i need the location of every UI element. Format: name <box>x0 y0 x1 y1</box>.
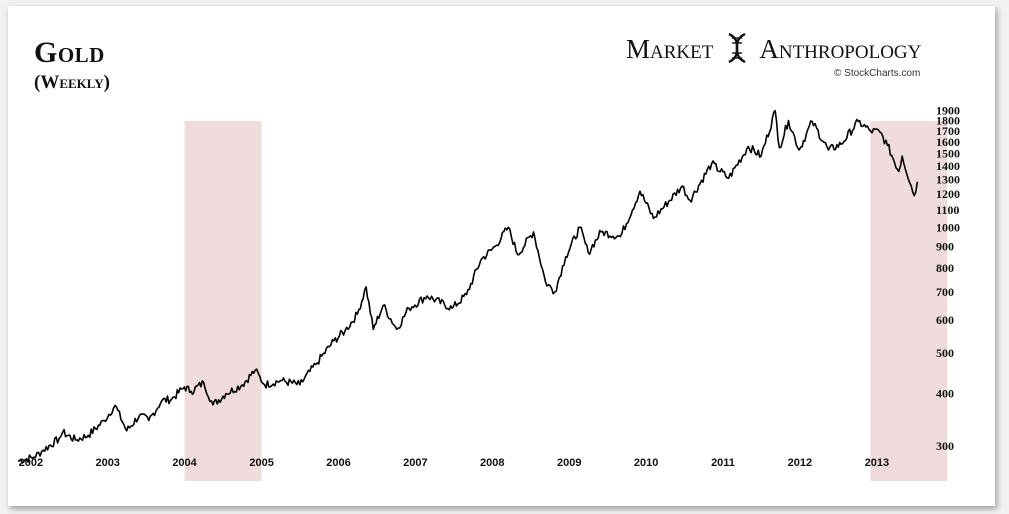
y-tick-label: 1500 <box>936 147 960 161</box>
chart-subtitle: (Weekly) <box>34 72 110 93</box>
x-tick-label: 2008 <box>480 457 504 469</box>
x-axis-labels: 2002 2003 2004 2005 2006 2007 2008 2009 2010 2011… <box>19 457 890 469</box>
brand-logo: Market Anthropology <box>626 32 921 65</box>
y-tick-label: 900 <box>936 239 954 253</box>
x-tick-label: 2004 <box>172 457 197 469</box>
y-tick-label: 1200 <box>936 187 960 201</box>
brand-right-text: Anthropology <box>759 34 922 64</box>
x-tick-label: 2002 <box>19 457 43 469</box>
y-tick-label: 1300 <box>936 173 960 187</box>
chart-frame: 1900 1800 1700 1600 1500 1400 1300 1200 1100 1000… <box>8 6 995 506</box>
y-tick-label: 1600 <box>936 135 960 149</box>
x-tick-label: 2012 <box>788 457 812 469</box>
y-tick-label: 1000 <box>936 220 960 234</box>
x-tick-label: 2010 <box>634 457 658 469</box>
y-tick-label: 400 <box>936 387 954 401</box>
x-tick-label: 2007 <box>403 457 427 469</box>
brand-left-text: Market <box>626 34 714 64</box>
x-tick-label: 2011 <box>711 457 735 469</box>
y-tick-label: 300 <box>936 439 954 453</box>
y-tick-label: 1900 <box>936 104 960 118</box>
y-tick-label: 1700 <box>936 124 960 138</box>
shaded-periods <box>184 121 948 481</box>
x-tick-label: 2013 <box>865 457 889 469</box>
y-tick-label: 1400 <box>936 159 960 173</box>
y-tick-label: 500 <box>936 346 954 360</box>
y-tick-label: 600 <box>936 313 954 327</box>
y-tick-label: 1800 <box>936 114 960 128</box>
x-tick-label: 2006 <box>326 457 350 469</box>
y-tick-label: 800 <box>936 261 954 275</box>
price-line <box>17 109 919 464</box>
x-tick-label: 2005 <box>249 457 273 469</box>
x-tick-label: 2003 <box>95 457 119 469</box>
stockcharts-credit: © StockCharts.com <box>834 68 921 79</box>
gold-price-series-line <box>17 109 919 464</box>
y-tick-label: 700 <box>936 285 954 299</box>
shaded-period-1 <box>184 121 262 481</box>
x-tick-label: 2009 <box>557 457 581 469</box>
dna-helix-icon <box>728 32 746 64</box>
chart-title: Gold <box>34 36 105 69</box>
y-tick-label: 1100 <box>936 203 959 217</box>
